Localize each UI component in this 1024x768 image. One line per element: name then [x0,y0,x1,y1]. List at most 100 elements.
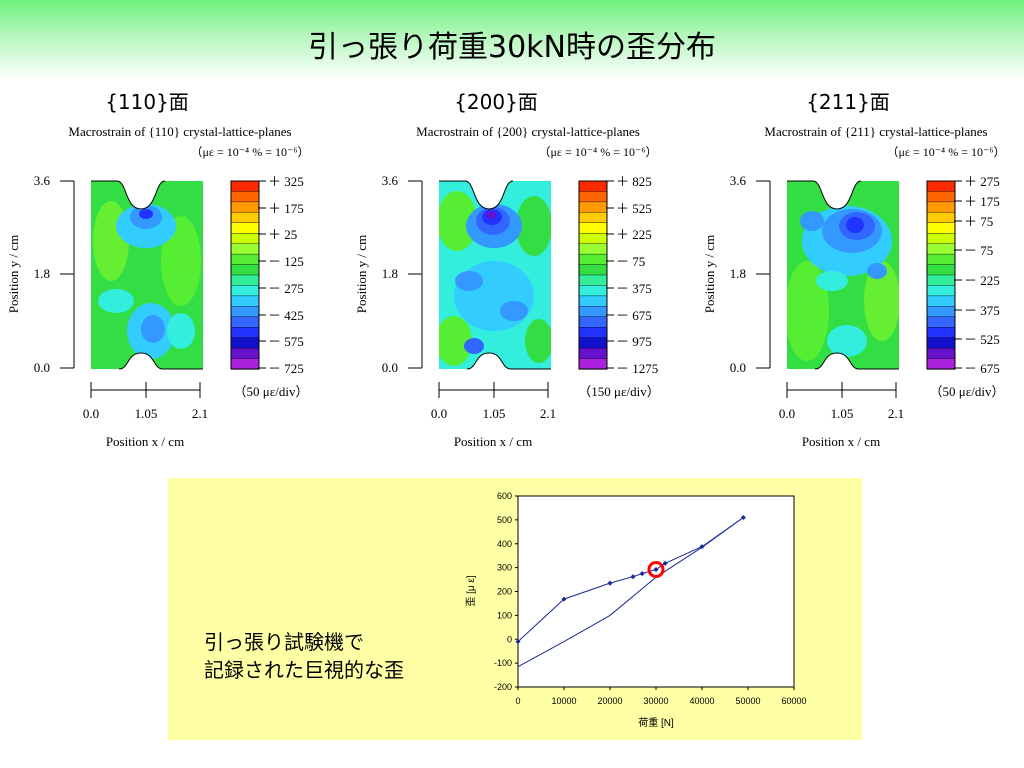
legend-swatch [230,264,260,276]
legend-swatch [926,222,956,234]
y-tick-top: 3.6 [730,173,747,188]
x-axis-label: Position x / cm [454,434,532,449]
strain-load-panel: 引っ張り試験機で 記録された巨視的な歪 -200 -100 0 100 200 300 40… [168,478,862,740]
x-tick-right: 2.1 [888,406,904,421]
units-110: （με = 10⁻⁴ % = 10⁻⁶） [190,145,309,159]
chart-y-label: 歪 [μ ε] [465,575,477,607]
legend-swatch [578,274,608,287]
y-tick-bottom: 0.0 [34,360,50,375]
legend-swatch [926,285,956,297]
legend-label: － 125 [268,254,304,269]
legend-swatch [926,327,956,339]
legend-swatch [926,233,956,245]
legend-label: － 75 [964,243,993,258]
legend-swatch [578,306,608,318]
legend-label: － 375 [964,303,1000,318]
legend-label: － 425 [268,308,304,323]
y-tick-top: 3.6 [382,173,399,188]
div-label-110: （50 με/div） [234,384,309,399]
legend-label: ＋ 25 [268,227,297,242]
chart-x-tick: 20000 [597,696,622,706]
x-tick-right: 2.1 [192,406,208,421]
legend-swatch [926,212,956,224]
legend-swatch [230,180,260,193]
legend-label: － 75 [616,254,645,269]
legend-swatch [578,358,608,370]
legend-swatch [926,264,956,276]
legend-swatch [578,201,608,213]
y-tick-mid: 1.8 [730,266,746,281]
legend-label: － 525 [964,332,1000,347]
x-axis-label: Position x / cm [802,434,880,449]
chart-x-tick: 50000 [735,696,760,706]
legend-labels-200: ＋ 825 ＋ 525 ＋ 225 － 75 － 375 － 675 － 975… [606,174,658,376]
header-band [0,0,1024,80]
legend-swatch [578,253,608,266]
legend-swatch [926,316,956,328]
data-point [630,574,636,580]
legend-swatch [926,201,956,213]
chart-x-tick: 0 [515,696,520,706]
caption-line-2: 記録された巨視的な歪 [204,658,404,682]
plot-area [517,495,795,688]
panel-110: Macrostrain of {110} crystal-lattice-pla… [6,124,310,449]
legend-swatch [230,201,260,213]
legend-swatch [230,253,260,266]
chart-x-label: 荷重 [N] [638,716,674,729]
legend-swatch [926,337,956,349]
legend-label: ＋ 325 [268,174,304,189]
chart-y-tick: 500 [497,515,512,525]
legend-label: ＋ 225 [616,227,652,242]
x-tick-mid: 1.05 [135,406,158,421]
legend-swatch [230,191,260,203]
chart-y-tick: 300 [497,563,512,573]
chart-y-tick: 100 [497,610,512,620]
legend-swatch [926,295,956,307]
contour-map-200 [439,180,551,370]
legend-swatch [578,191,608,203]
legend-swatch [230,233,260,245]
x-tick-mid: 1.05 [483,406,506,421]
color-legend-110 [230,180,260,370]
chart-y-tick: -100 [494,658,512,668]
legend-swatch [230,358,260,370]
caption-line-1: 引っ張り試験機で [204,630,364,654]
color-legend-200 [578,180,608,370]
legend-label: － 725 [268,361,304,376]
legend-swatch [230,316,260,328]
legend-label: － 575 [268,334,304,349]
legend-swatch [578,222,608,234]
legend-labels-110: ＋ 325 ＋ 175 ＋ 25 － 125 － 275 － 425 － 575… [258,174,304,376]
legend-label: － 675 [964,361,1000,376]
strain-load-chart: -200 -100 0 100 200 300 400 500 600 0 10000 20000 3… [465,491,807,729]
legend-swatch [926,274,956,287]
chart-x-tick: 40000 [689,696,714,706]
y-tick-bottom: 0.0 [382,360,398,375]
subtitle-200: Macrostrain of {200} crystal-lattice-pla… [416,124,640,139]
y-axis-label: Position y / cm [354,235,369,313]
y-tick-bottom: 0.0 [730,360,746,375]
x-tick-left: 0.0 [779,406,795,421]
legend-label: ＋ 175 [964,194,1000,209]
chart-y-tick: -200 [494,682,512,692]
legend-swatch [230,285,260,297]
legend-swatch [578,316,608,328]
caption: 引っ張り試験機で 記録された巨視的な歪 [204,628,404,684]
legend-swatch [578,180,608,193]
legend-swatch [578,285,608,297]
chart-x-tick: 60000 [781,696,806,706]
legend-swatch [230,212,260,224]
legend-label: ＋ 175 [268,201,304,216]
subtitle-211: Macrostrain of {211} crystal-lattice-pla… [764,124,987,139]
chart-y-tick: 400 [497,539,512,549]
legend-swatch [578,212,608,224]
legend-swatch [578,243,608,255]
legend-swatch [230,347,260,360]
chart-y-tick: 200 [497,587,512,597]
legend-swatch [926,243,956,255]
panel-heading-200: {200}面 [454,90,538,114]
chart-y-tick: 0 [507,634,512,644]
y-tick-mid: 1.8 [382,266,398,281]
legend-label: － 225 [964,273,1000,288]
panel-heading-211: {211}面 [806,90,890,114]
